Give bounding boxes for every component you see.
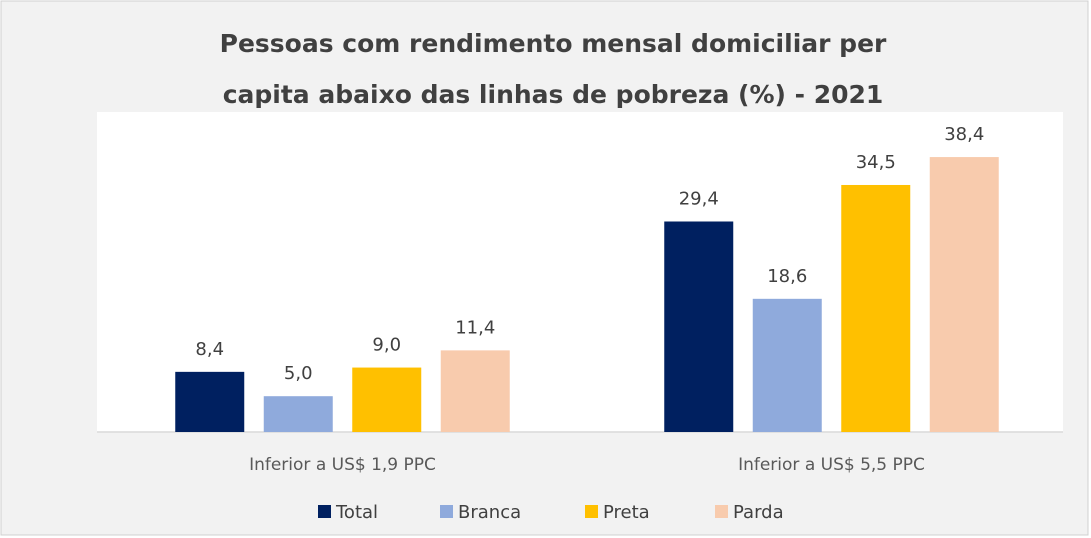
legend-swatch xyxy=(318,505,331,518)
bar xyxy=(175,371,245,432)
data-label: 11,4 xyxy=(455,317,495,338)
data-label: 29,4 xyxy=(679,188,719,209)
bar xyxy=(929,157,999,432)
x-tick-label: Inferior a US$ 5,5 PPC xyxy=(738,455,925,475)
bar xyxy=(752,298,822,432)
data-label: 8,4 xyxy=(195,339,224,360)
x-tick-label: Inferior a US$ 1,9 PPC xyxy=(249,455,436,475)
bar xyxy=(440,350,510,432)
legend-label: Total xyxy=(335,502,378,523)
legend-label: Preta xyxy=(603,502,650,523)
data-label: 9,0 xyxy=(372,335,401,356)
bar xyxy=(664,221,734,432)
legend-label: Parda xyxy=(733,502,784,523)
data-label: 34,5 xyxy=(856,152,896,173)
legend-swatch xyxy=(585,505,598,518)
data-label: 18,6 xyxy=(767,266,807,287)
legend-swatch xyxy=(440,505,453,518)
bar xyxy=(841,184,911,432)
legend-label: Branca xyxy=(458,502,521,523)
bar xyxy=(263,396,333,432)
chart-title: capita abaixo das linhas de pobreza (%) … xyxy=(223,80,884,109)
data-label: 38,4 xyxy=(944,124,984,145)
data-label: 5,0 xyxy=(284,363,313,384)
chart-title: Pessoas com rendimento mensal domiciliar… xyxy=(220,29,887,58)
legend-swatch xyxy=(715,505,728,518)
bar xyxy=(352,367,422,432)
